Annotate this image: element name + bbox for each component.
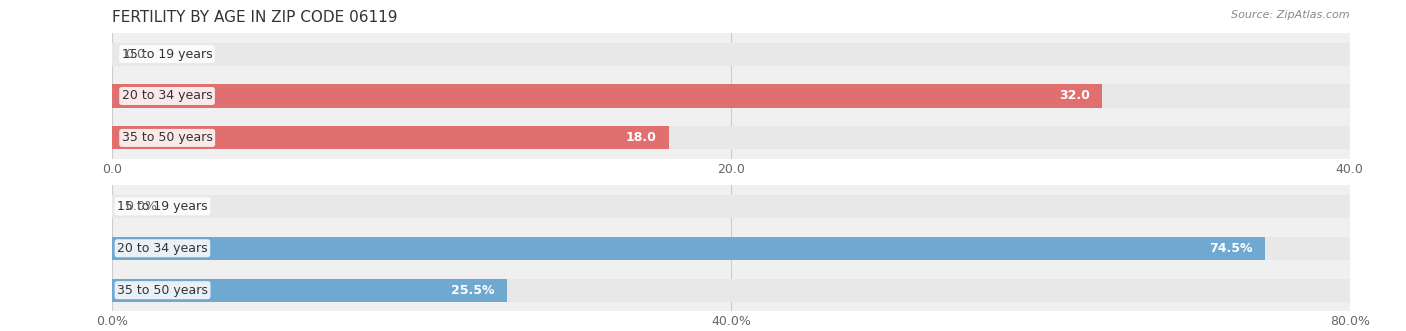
Bar [112,126,1350,150]
Bar [112,43,1350,66]
Text: 0.0%: 0.0% [125,200,157,213]
Text: 20 to 34 years: 20 to 34 years [117,242,208,255]
Text: 74.5%: 74.5% [1209,242,1253,255]
Text: 20 to 34 years: 20 to 34 years [122,89,212,103]
Text: FERTILITY BY AGE IN ZIP CODE 06119: FERTILITY BY AGE IN ZIP CODE 06119 [112,10,398,25]
Bar [112,279,508,302]
Text: 32.0: 32.0 [1059,89,1090,103]
Bar [112,237,1265,260]
Bar [112,84,1350,108]
Bar [112,195,1350,218]
Bar [112,279,1350,302]
Text: 35 to 50 years: 35 to 50 years [117,284,208,297]
Text: 35 to 50 years: 35 to 50 years [122,131,212,144]
Text: 25.5%: 25.5% [451,284,495,297]
Text: 15 to 19 years: 15 to 19 years [122,48,212,61]
Text: 18.0: 18.0 [626,131,657,144]
Bar [112,126,669,150]
Text: 0.0: 0.0 [125,48,145,61]
Text: Source: ZipAtlas.com: Source: ZipAtlas.com [1232,10,1350,20]
Bar [112,237,1350,260]
Text: 15 to 19 years: 15 to 19 years [117,200,208,213]
Bar [112,84,1102,108]
